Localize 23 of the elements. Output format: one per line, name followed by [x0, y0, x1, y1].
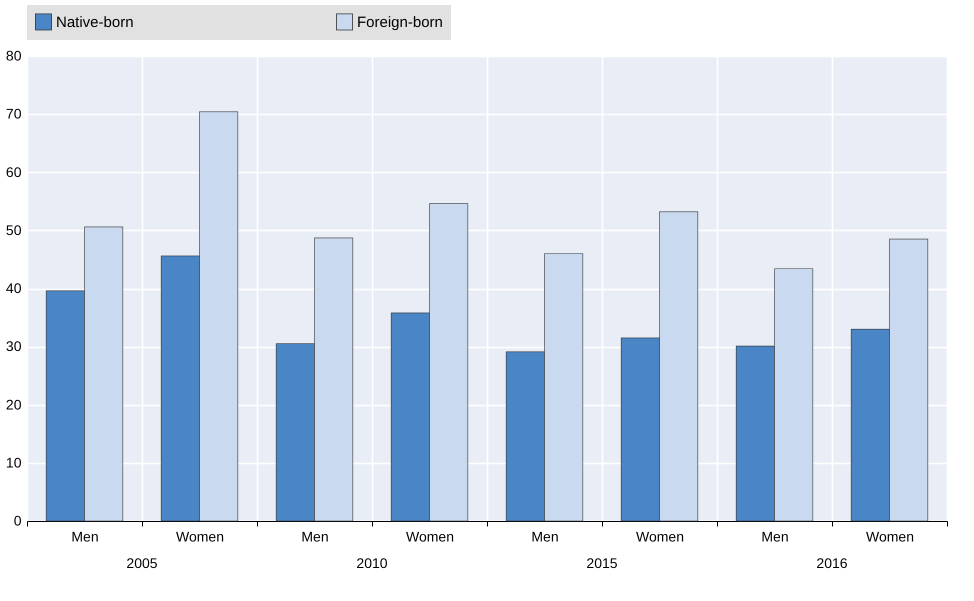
y-tick-label: 60 — [6, 164, 22, 180]
text: 2016 — [816, 555, 848, 571]
y-tick-label: 50 — [6, 222, 22, 238]
y-tick-label: 80 — [6, 48, 22, 64]
text: 2015 — [586, 555, 618, 571]
text: 2010 — [356, 555, 388, 571]
y-tick-label: 0 — [14, 512, 22, 528]
y-tick-label: 20 — [6, 396, 22, 412]
text: 2005 — [126, 555, 158, 571]
y-tick-label: 40 — [6, 280, 22, 296]
y-tick-label: 30 — [6, 338, 22, 354]
x-tick-label: Men — [71, 528, 99, 544]
y-tick-label: 10 — [6, 454, 22, 470]
x-tick-label: Women — [636, 528, 684, 544]
legend-label: Foreign-born — [357, 14, 443, 31]
x-tick-label: Men — [301, 528, 329, 544]
legend-label: Native-born — [56, 14, 134, 31]
y-tick-label: 70 — [6, 106, 22, 122]
x-tick-label: Women — [866, 528, 914, 544]
x-tick-label: Men — [531, 528, 559, 544]
x-tick-label: Women — [176, 528, 224, 544]
x-tick-label: Men — [761, 528, 789, 544]
x-tick-label: Women — [406, 528, 454, 544]
